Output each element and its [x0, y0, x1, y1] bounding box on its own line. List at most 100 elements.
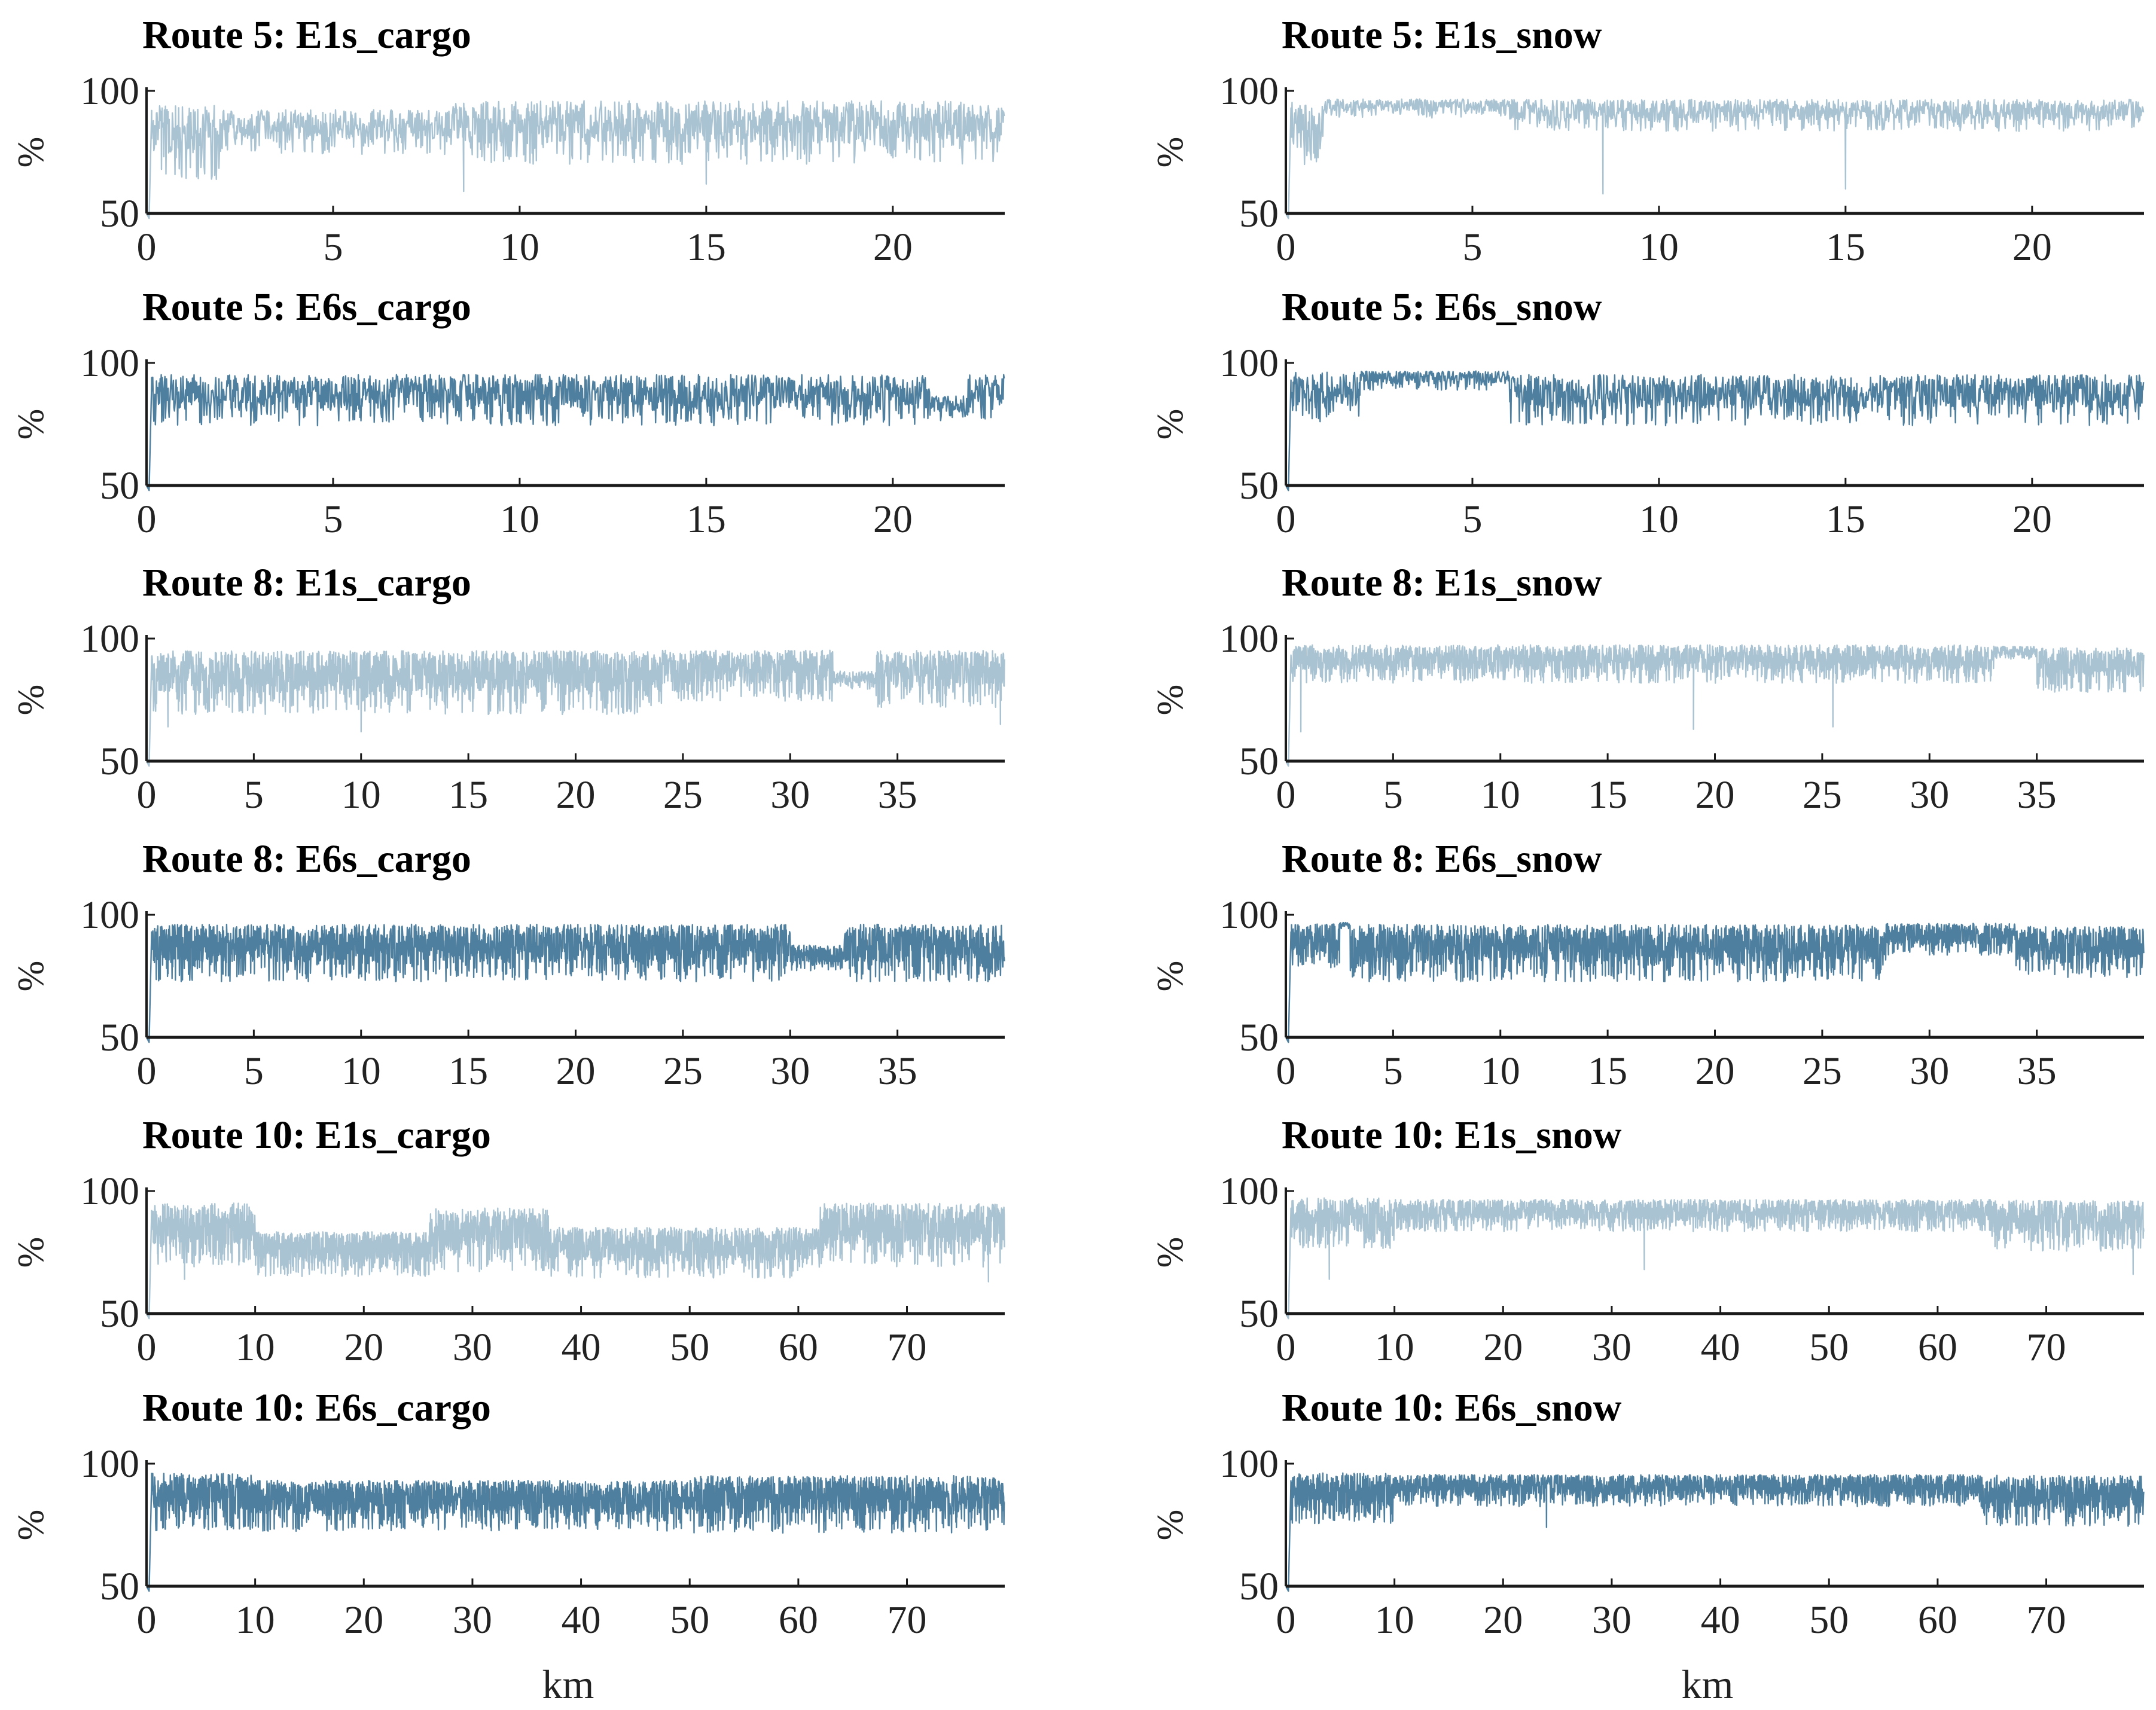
x-tick-label: 0 — [137, 1598, 157, 1642]
x-tick-label: 20 — [1483, 1598, 1523, 1642]
x-tick-label: 20 — [1695, 1049, 1735, 1093]
x-tick-label: 60 — [779, 1598, 818, 1642]
x-tick-label: 0 — [1276, 773, 1296, 817]
x-tick-label: 70 — [2027, 1326, 2066, 1369]
x-tick-label: 70 — [888, 1326, 927, 1369]
chart-title: Route 8: E6s_cargo — [142, 837, 471, 881]
chart-r10-e6s-snow: Route 10: E6s_snow 50 100 0 10 20 30 40 50 60 70% — [1150, 1386, 2145, 1642]
y-tick-label: 50 — [100, 740, 139, 783]
chart-title: Route 10: E1s_snow — [1282, 1113, 1622, 1157]
x-tick-label: 50 — [670, 1326, 709, 1369]
x-tick-label: 25 — [1803, 1049, 1842, 1093]
y-tick-label: 100 — [1219, 69, 1279, 113]
x-tick-label: 40 — [562, 1326, 601, 1369]
x-tick-label: 60 — [1918, 1326, 1957, 1369]
x-tick-label: 10 — [500, 225, 539, 269]
y-tick-label: 100 — [1219, 617, 1279, 661]
y-axis-label: % — [1150, 409, 1191, 440]
x-tick-label: 50 — [670, 1598, 709, 1642]
series-line — [1285, 98, 2145, 219]
chart-title: Route 5: E6s_snow — [1282, 285, 1602, 329]
x-tick-label: 10 — [236, 1598, 275, 1642]
x-tick-label: 30 — [1592, 1326, 1632, 1369]
x-tick-label: 0 — [1276, 1049, 1296, 1093]
x-tick-label: 10 — [341, 1049, 381, 1093]
series-line — [1285, 1197, 2145, 1320]
y-axis-label: % — [11, 137, 51, 168]
series-line — [145, 1202, 1005, 1320]
x-axis-label: km — [542, 1662, 594, 1707]
x-tick-label: 10 — [1639, 497, 1679, 541]
x-tick-label: 40 — [562, 1598, 601, 1642]
x-tick-label: 5 — [1462, 497, 1482, 541]
x-tick-label: 25 — [663, 1049, 703, 1093]
chart-r5-e1s-snow: Route 5: E1s_snow 50 100 0 5 10 15 20% — [1150, 13, 2145, 269]
y-tick-label: 100 — [80, 341, 139, 385]
x-tick-label: 30 — [1910, 773, 1949, 817]
x-tick-label: 20 — [2012, 497, 2052, 541]
x-tick-label: 10 — [1481, 773, 1520, 817]
x-tick-label: 5 — [1383, 773, 1403, 817]
y-tick-label: 100 — [80, 69, 139, 113]
x-tick-label: 0 — [137, 497, 157, 541]
x-tick-label: 60 — [779, 1326, 818, 1369]
x-tick-label: 70 — [888, 1598, 927, 1642]
chart-r10-e1s-snow: Route 10: E1s_snow 50 100 0 10 20 30 40 50 60 70% — [1150, 1113, 2145, 1369]
x-tick-label: 20 — [344, 1598, 383, 1642]
x-tick-label: 15 — [449, 773, 488, 817]
x-tick-label: 50 — [1809, 1326, 1849, 1369]
x-tick-label: 0 — [1276, 497, 1296, 541]
x-tick-label: 15 — [1588, 1049, 1627, 1093]
y-axis-label: % — [1150, 961, 1191, 992]
y-tick-label: 50 — [1239, 192, 1279, 236]
chart-title: Route 8: E6s_snow — [1282, 837, 1602, 881]
y-axis-label: % — [11, 961, 51, 992]
x-tick-label: 0 — [137, 1326, 157, 1369]
y-tick-label: 100 — [1219, 341, 1279, 385]
x-tick-label: 15 — [449, 1049, 488, 1093]
y-tick-label: 50 — [100, 1016, 139, 1059]
y-axis-label: % — [11, 409, 51, 440]
series-line — [145, 100, 1005, 219]
x-tick-label: 10 — [1639, 225, 1679, 269]
series-line — [1285, 370, 2145, 491]
x-tick-label: 15 — [687, 225, 726, 269]
x-tick-label: 30 — [770, 773, 810, 817]
y-axis-label: % — [1150, 1237, 1191, 1268]
y-axis-label: % — [1150, 137, 1191, 168]
x-tick-label: 0 — [1276, 1326, 1296, 1369]
x-tick-label: 15 — [1826, 497, 1865, 541]
x-tick-label: 10 — [341, 773, 381, 817]
x-tick-label: 20 — [556, 773, 596, 817]
x-tick-label: 35 — [2017, 1049, 2057, 1093]
y-tick-label: 100 — [1219, 893, 1279, 937]
x-tick-label: 60 — [1918, 1598, 1957, 1642]
x-tick-label: 35 — [2017, 773, 2057, 817]
series-line — [145, 649, 1005, 767]
x-tick-label: 40 — [1701, 1326, 1740, 1369]
x-tick-label: 20 — [344, 1326, 383, 1369]
y-tick-label: 50 — [1239, 1292, 1279, 1336]
x-tick-label: 5 — [1462, 225, 1482, 269]
chart-r5-e6s-cargo: Route 5: E6s_cargo 50 100 0 5 10 15 20% — [11, 285, 1005, 541]
y-tick-label: 100 — [80, 617, 139, 661]
y-tick-label: 50 — [100, 1565, 139, 1608]
y-tick-label: 50 — [100, 192, 139, 236]
chart-r5-e6s-snow: Route 5: E6s_snow 50 100 0 5 10 15 20% — [1150, 285, 2145, 541]
y-tick-label: 100 — [1219, 1442, 1279, 1486]
x-tick-label: 15 — [1826, 225, 1865, 269]
chart-r8-e6s-snow: Route 8: E6s_snow 50 100 0 5 10 15 20 25 30 35% — [1150, 837, 2145, 1093]
series-line — [1285, 921, 2145, 1043]
y-tick-label: 50 — [1239, 1565, 1279, 1608]
chart-r8-e6s-cargo: Route 8: E6s_cargo 50 100 0 5 10 15 20 25 30 35% — [11, 837, 1005, 1093]
y-tick-label: 50 — [1239, 1016, 1279, 1059]
y-tick-label: 100 — [80, 1169, 139, 1213]
y-tick-label: 100 — [80, 1442, 139, 1486]
x-tick-label: 5 — [244, 1049, 264, 1093]
x-tick-label: 0 — [1276, 1598, 1296, 1642]
x-tick-label: 25 — [1803, 773, 1842, 817]
chart-r10-e1s-cargo: Route 10: E1s_cargo 50 100 0 10 20 30 40 50 60 70% — [11, 1113, 1005, 1369]
chart-title: Route 5: E6s_cargo — [142, 285, 471, 329]
series-line — [1285, 1472, 2145, 1592]
